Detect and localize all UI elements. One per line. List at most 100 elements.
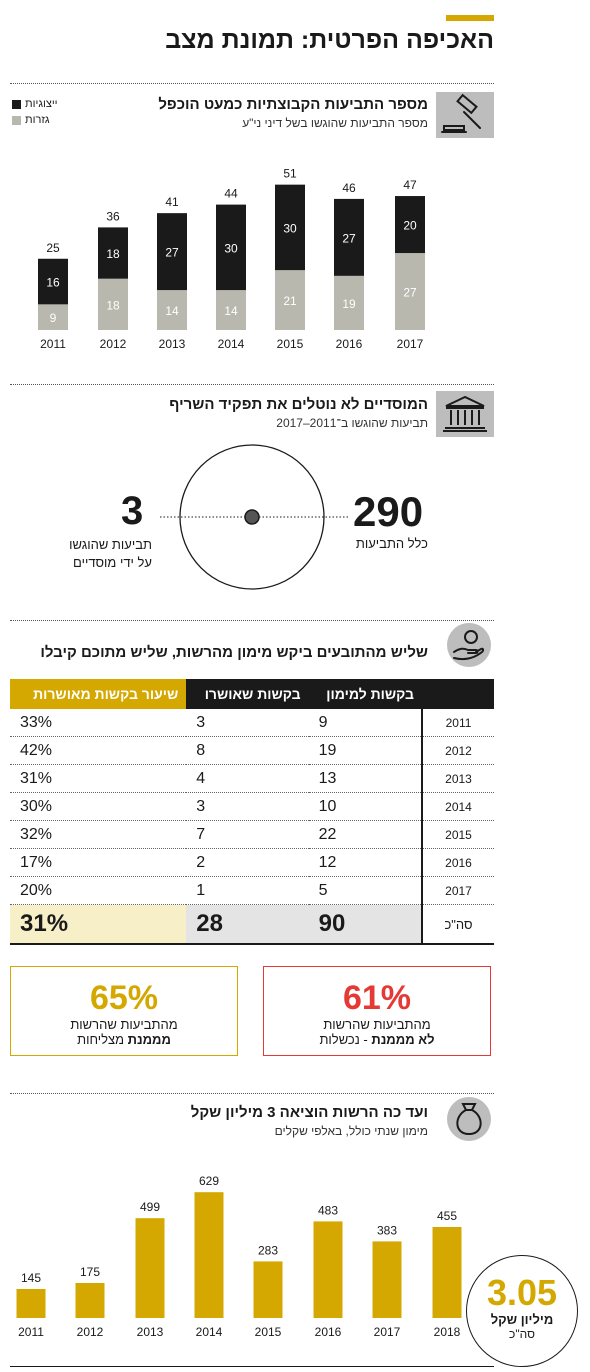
bar-segment-gzarot bbox=[98, 278, 128, 330]
funding-bar-label: 283 bbox=[258, 1243, 278, 1257]
row-approved: 3 bbox=[186, 709, 309, 737]
funding-bar bbox=[75, 1283, 105, 1318]
x-tick-label: 2015 bbox=[277, 337, 304, 351]
row-requests: 22 bbox=[308, 820, 422, 849]
bar-segment-gzarot bbox=[334, 275, 364, 330]
gavel-icon bbox=[436, 92, 494, 138]
row-approved: 4 bbox=[186, 764, 309, 793]
bar-segment-ytzugiot bbox=[334, 198, 364, 276]
table-header-requests: בקשות למימון bbox=[308, 679, 422, 709]
table-row: 2013 13 4 31% bbox=[10, 764, 494, 793]
bar-label-ytzugiot: 27 bbox=[342, 231, 356, 245]
institution-icon bbox=[436, 391, 494, 437]
bar-label-gzarot: 27 bbox=[403, 286, 417, 300]
bar-label-gzarot: 14 bbox=[165, 304, 179, 318]
bar-segment-ytzugiot bbox=[157, 213, 187, 291]
row-approved: 1 bbox=[186, 876, 309, 905]
callout-funded-line1: מהתביעות שהרשות bbox=[70, 1017, 178, 1032]
row-requests: 9 bbox=[308, 709, 422, 737]
table-row: 2017 5 1 20% bbox=[10, 876, 494, 905]
row-year: 2015 bbox=[421, 820, 494, 849]
total-funding-label: סה"כ bbox=[509, 1327, 535, 1341]
section-divider bbox=[10, 620, 494, 621]
callout-funded-rest: מצליחות bbox=[77, 1032, 128, 1047]
bar-label-ytzugiot: 18 bbox=[106, 247, 120, 261]
bar-label-gzarot: 21 bbox=[283, 294, 297, 308]
row-rate: 32% bbox=[10, 820, 187, 849]
row-rate: 20% bbox=[10, 876, 187, 905]
bar-segment-ytzugiot bbox=[275, 184, 305, 271]
callout-funded-line2: מממנת מצליחות bbox=[11, 1032, 237, 1047]
table-header-rate: שיעור בקשות מאושרות bbox=[10, 679, 187, 709]
legend-swatch-black bbox=[12, 99, 21, 109]
callout-not-funded-rest: - נכשלות bbox=[319, 1032, 372, 1047]
funding-bar-label: 175 bbox=[80, 1265, 100, 1279]
section-divider bbox=[10, 384, 494, 385]
x-tick-label: 2012 bbox=[77, 1325, 104, 1339]
hand-coin-icon bbox=[446, 622, 492, 668]
bar-label-ytzugiot: 20 bbox=[403, 219, 417, 233]
total-funding-value: 3.05 bbox=[486, 1272, 558, 1313]
section1-subtitle: מספר התביעות שהוגשו בשל דיני ני"ע bbox=[242, 116, 428, 130]
bar-label-ytzugiot: 16 bbox=[46, 276, 60, 290]
institutional-claims-label-2: על ידי מוסדיים bbox=[73, 555, 152, 570]
bar-total-label: 47 bbox=[403, 178, 417, 192]
x-tick-label: 2018 bbox=[434, 1325, 461, 1339]
bar-segment-ytzugiot bbox=[98, 227, 128, 279]
funding-bar-label: 455 bbox=[437, 1209, 457, 1223]
total-requests: 90 bbox=[308, 904, 422, 945]
funding-bar-label: 383 bbox=[377, 1223, 397, 1237]
institutional-claims-label-1: תביעות שהוגשו bbox=[69, 537, 152, 552]
legend-item-ytzugiot: ייצוגיות bbox=[12, 98, 58, 110]
x-tick-label: 2013 bbox=[137, 1325, 164, 1339]
row-requests: 12 bbox=[308, 848, 422, 877]
row-year: 2016 bbox=[421, 848, 494, 877]
legend-ytzugiot-label: ייצוגיות bbox=[25, 98, 58, 110]
row-approved: 7 bbox=[186, 820, 309, 849]
bar-label-gzarot: 9 bbox=[50, 311, 57, 325]
funding-bar bbox=[253, 1261, 283, 1318]
chart1-legend: ייצוגיות גזרות bbox=[12, 98, 58, 126]
bar-segment-gzarot bbox=[216, 290, 246, 330]
section4-subtitle: מימון שנתי כולל, באלפי שקלים bbox=[274, 1124, 428, 1138]
funding-bar bbox=[194, 1192, 224, 1318]
row-year: 2013 bbox=[421, 764, 494, 793]
bar-segment-gzarot bbox=[275, 270, 305, 330]
table-header-year bbox=[422, 679, 494, 709]
bar-label-ytzugiot: 30 bbox=[224, 241, 238, 255]
row-year: 2012 bbox=[421, 736, 494, 765]
row-rate: 42% bbox=[10, 736, 187, 765]
bar-total-label: 25 bbox=[46, 241, 60, 255]
total-funding-unit: מיליון שקל bbox=[490, 1312, 554, 1327]
row-rate: 33% bbox=[10, 709, 187, 737]
funding-bar bbox=[135, 1218, 165, 1318]
bottom-rule bbox=[10, 1366, 494, 1367]
row-year: 2011 bbox=[421, 709, 494, 737]
row-rate: 17% bbox=[10, 848, 187, 877]
row-approved: 3 bbox=[186, 792, 309, 821]
row-approved: 8 bbox=[186, 736, 309, 765]
bar-segment-gzarot bbox=[395, 253, 425, 330]
bar-segment-ytzugiot bbox=[395, 196, 425, 254]
funding-bar-label: 483 bbox=[318, 1203, 338, 1217]
funding-bar-label: 499 bbox=[140, 1200, 160, 1214]
callout-funded-bold: מממנת bbox=[127, 1032, 171, 1047]
x-tick-label: 2011 bbox=[40, 337, 66, 351]
funding-bar-chart: 145 2011 175 2012 499 2013 629 2014 283 2015 483 20… bbox=[16, 1174, 462, 1339]
total-funding-circle: 3.05 מיליון שקל סה"כ bbox=[466, 1255, 578, 1367]
x-tick-label: 2015 bbox=[255, 1325, 282, 1339]
total-approved: 28 bbox=[186, 904, 309, 945]
page-title: האכיפה הפרטית: תמונת מצב bbox=[165, 26, 494, 54]
stacked-bar-chart: 9 16 25 2011 18 18 36 2012 14 27 41 2013 14 30 44 2014 2… bbox=[38, 167, 425, 351]
table-row: 2011 9 3 33% bbox=[10, 709, 494, 737]
row-year: 2017 bbox=[421, 876, 494, 905]
table-header-approved: בקשות שאושרו bbox=[186, 679, 309, 709]
callout-not-funded-line1: מהתביעות שהרשות bbox=[323, 1017, 431, 1032]
callout-not-funded-line2: לא מממנת - נכשלות bbox=[264, 1032, 490, 1047]
x-tick-label: 2011 bbox=[18, 1325, 44, 1339]
table-row: 2015 22 7 32% bbox=[10, 820, 494, 849]
row-requests: 19 bbox=[308, 736, 422, 765]
callout-not-funded: 61% מהתביעות שהרשות לא מממנת - נכשלות bbox=[263, 966, 491, 1056]
section1-title: מספר התביעות הקבוצתיות כמעט הוכפל bbox=[158, 96, 428, 113]
header-accent-bar bbox=[446, 15, 494, 21]
